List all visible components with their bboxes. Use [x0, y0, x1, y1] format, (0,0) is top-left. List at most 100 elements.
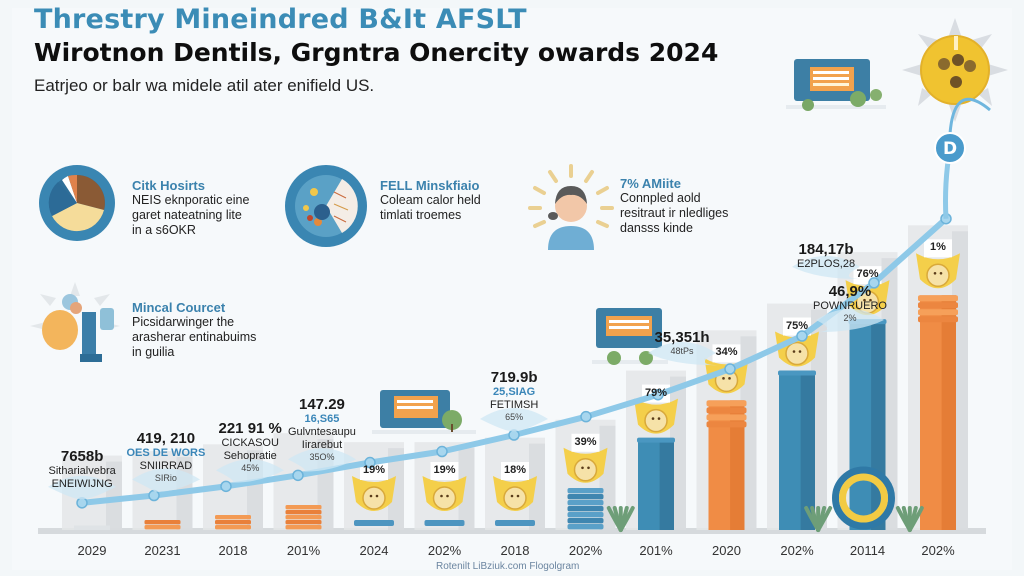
billboard-illustration-icon [372, 390, 476, 434]
callout-percent: SIRio [154, 472, 177, 483]
bar-segment [918, 302, 958, 309]
x-tick-label: 20114 [849, 543, 886, 558]
medal-tab [430, 462, 459, 480]
bar-percent-label: 39% [574, 435, 597, 448]
x-tick-label: 202% [780, 543, 814, 558]
medal-eye [933, 271, 937, 275]
bar-segment [285, 515, 322, 520]
bar-segment [144, 520, 181, 525]
bar-segment [918, 309, 958, 316]
info-card-3-heading: 7% AMiite [620, 176, 681, 191]
trend-point [292, 469, 304, 482]
callout-bubble [792, 255, 874, 280]
bar-segment [285, 525, 322, 530]
callout-label: Gulvntesaupu [288, 426, 356, 439]
medal-eye [651, 417, 655, 420]
info-card-2-line-2: timlati troemes [380, 208, 462, 222]
callout-annotation: 46,9% POWNRUERO 2% [813, 283, 887, 324]
bar-segment [285, 510, 322, 515]
medal-eye [792, 350, 796, 353]
medal-eye [939, 271, 943, 275]
plant-icon [907, 506, 924, 532]
bar-percent-label: 34% [715, 346, 738, 359]
info-card-4-line-3: in guilia [132, 345, 175, 359]
callout-label: E2PLOS,28 [797, 257, 856, 270]
bar-percent-label: 79% [645, 386, 668, 399]
chart-baseline [38, 528, 986, 534]
bar-cap [778, 370, 816, 376]
callout-subvalue: 16,S65 [304, 413, 340, 426]
callout-value: 35,351h [654, 329, 710, 347]
person-avatar-icon [528, 164, 614, 250]
info-card-4: Mincal Courcet Picsidarwinger the arashe… [132, 300, 256, 360]
plant-icon [618, 506, 635, 532]
bar-segment [567, 506, 604, 512]
callout-value: 419, 210 [136, 429, 196, 447]
chart-title: Threstry Mineindred B&It AFSLT [34, 4, 527, 35]
medal-eye [728, 377, 731, 380]
callout-bubble [48, 475, 116, 500]
background-pillar-shade [388, 448, 404, 530]
background-pillar-shade [529, 443, 545, 530]
bar [74, 525, 110, 530]
bar-shade [659, 440, 674, 530]
gold-medal-icon [902, 18, 1008, 122]
callout-value: 184,17b [798, 240, 854, 258]
bar-segment [918, 295, 958, 302]
medal-eye [869, 298, 872, 302]
medal-eye [375, 494, 379, 498]
trend-point [868, 277, 880, 289]
info-card-3-line-2: resitraut ir nledliges [620, 206, 729, 220]
callout-value: 46,9% [828, 283, 872, 301]
bar-segment [215, 525, 251, 530]
callout-percent: 65% [505, 412, 524, 423]
callout-value: 147.29 [299, 396, 345, 414]
x-tick-label: 202% [921, 543, 955, 558]
info-card-1-line-1: NEIS eknporatic eine [132, 193, 250, 207]
bar-segment [706, 414, 747, 421]
callout-bubble [802, 309, 884, 333]
medal-eye [863, 298, 866, 302]
medal-face-icon [644, 408, 668, 433]
info-card-1-heading: Citk Hosirts [132, 178, 205, 193]
info-card-4-line-2: arasherar entinabuims [132, 330, 257, 344]
bar-segment [215, 520, 251, 525]
medal-eye [581, 466, 584, 470]
background-pillar-shade [106, 461, 122, 530]
callout-value: 719.9b [490, 369, 538, 387]
callout-bubble [132, 468, 200, 492]
x-tick-label: 2018 [218, 543, 248, 558]
bar-segment [918, 316, 958, 323]
callout-value: 221 91 % [218, 420, 282, 438]
info-card-2-heading: FELL Minskfiaio [380, 178, 480, 193]
bar-segment [285, 505, 322, 510]
background-pillar-shade [458, 448, 475, 530]
info-card-2-line-1: Coleam calor held [380, 193, 481, 207]
callout-value: 7658b [60, 447, 104, 465]
medal-eye [657, 417, 661, 420]
callout-label: CICKASOU [221, 437, 279, 450]
ring-icon-inner [839, 473, 888, 523]
medal-tab [501, 462, 529, 480]
medal-face-icon [503, 486, 527, 510]
bar-shade [941, 295, 956, 530]
bar-segment [567, 500, 604, 506]
chart-subtitle: Eatrjeo or balr wa midele atil ater enif… [34, 76, 375, 95]
x-tick-label: 201% [286, 543, 321, 558]
bar-segment [144, 525, 181, 530]
medal-face-icon [432, 486, 457, 510]
callout-bubble [648, 342, 730, 366]
callout-subvalue: 25,SIAG [493, 386, 536, 399]
info-card-3-line-1: Connpled aold [620, 191, 701, 205]
medal-eye [369, 494, 373, 498]
callout-percent: 48tPs [670, 346, 694, 357]
medal-tab [712, 344, 741, 363]
mosaic-disc-icon [285, 165, 367, 247]
bar-percent-label: 75% [786, 319, 809, 332]
medal-face-icon [362, 486, 386, 510]
trend-point [364, 456, 376, 469]
callout-label: SNIIRRAD [139, 459, 193, 472]
info-card-3-line-3: dansss kinde [620, 221, 693, 235]
callout-percent: 45% [241, 463, 260, 474]
